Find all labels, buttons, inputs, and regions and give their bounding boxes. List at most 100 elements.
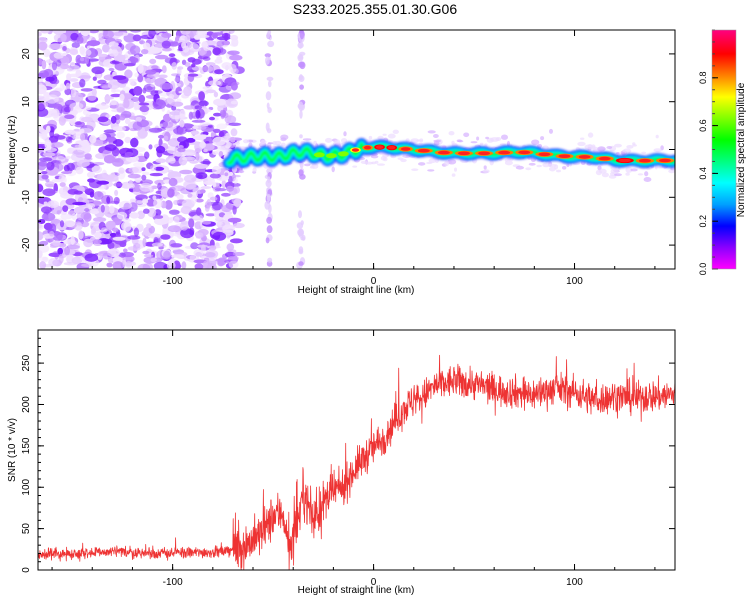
x-tick-label: 0: [371, 577, 377, 588]
haze-blob: [670, 166, 675, 171]
colorbar-gradient: [712, 30, 736, 269]
noise-blob: [198, 91, 206, 101]
ridge-peak-core: [538, 152, 551, 157]
noise-blob: [152, 99, 166, 110]
streak-blob: [267, 30, 272, 35]
noise-blob: [189, 255, 196, 261]
noise-blob: [86, 119, 96, 130]
noise-blob: [76, 159, 90, 168]
colorbar-tick-label: 0.0: [698, 263, 708, 276]
haze-blob: [444, 160, 450, 167]
ridge-peak: [313, 152, 325, 158]
noise-blob: [112, 71, 117, 77]
noise-blob: [233, 186, 240, 194]
noise-blob: [232, 205, 237, 215]
noise-blob: [154, 166, 165, 171]
haze-blob: [377, 135, 384, 141]
streak-blob: [298, 169, 304, 177]
haze-blob: [405, 138, 410, 144]
noise-blob: [155, 54, 169, 60]
noise-blob: [194, 105, 203, 110]
noise-blob: [195, 151, 200, 161]
colorbar-tick-label: 0.2: [698, 215, 708, 228]
noise-blob: [168, 53, 176, 58]
noise-blob: [224, 132, 231, 142]
noise-blob: [123, 33, 137, 43]
streak-blob: [298, 231, 303, 236]
haze-blob: [302, 138, 312, 141]
noise-blob: [229, 136, 236, 143]
noise-blob: [177, 126, 184, 135]
haze-blob: [232, 174, 241, 178]
noise-blob: [66, 68, 73, 72]
noise-blob: [202, 220, 212, 225]
noise-blob: [68, 73, 81, 78]
noise-blob: [56, 160, 62, 165]
noise-blob: [164, 57, 177, 64]
noise-blob: [104, 96, 114, 100]
noise-blob: [58, 253, 64, 264]
noise-blob: [153, 198, 163, 209]
haze-blob: [580, 137, 585, 140]
noise-blob: [38, 41, 48, 51]
snr-axes: -100 0 100 0 50 100 150 200 250: [21, 329, 675, 588]
noise-blob: [137, 210, 145, 220]
noise-blob: [179, 221, 189, 231]
noise-blob: [38, 57, 43, 66]
haze-blob: [259, 142, 265, 147]
noise-blob: [88, 30, 99, 34]
noise-blob: [142, 237, 147, 248]
streak-blob: [298, 101, 304, 112]
noise-blob: [116, 107, 125, 113]
noise-blob: [196, 30, 208, 38]
noise-blob: [93, 191, 104, 200]
haze-blob: [447, 159, 457, 165]
y-tick-label: 10: [21, 96, 32, 108]
haze-blob: [625, 166, 633, 173]
noise-blob: [142, 171, 150, 176]
haze-blob: [234, 141, 240, 146]
noise-blob: [177, 136, 188, 143]
noise-blob: [90, 208, 100, 215]
noise-blob: [162, 47, 172, 52]
noise-blob: [85, 54, 90, 65]
noise-blob: [194, 163, 209, 169]
haze-blob: [499, 143, 506, 146]
noise-blob: [105, 220, 116, 231]
snr-frame: [37, 329, 676, 571]
haze-blob: [597, 146, 606, 152]
noise-blob: [139, 105, 150, 113]
noise-blob: [113, 31, 124, 36]
haze-blob: [587, 132, 594, 138]
noise-blob: [110, 172, 115, 177]
noise-blob: [110, 115, 117, 124]
noise-blob: [42, 152, 56, 157]
noise-blob: [163, 135, 169, 141]
haze-blob: [531, 139, 540, 145]
noise-blob: [187, 193, 193, 198]
noise-blob: [91, 66, 105, 75]
noise-blob: [118, 167, 125, 174]
noise-blob: [228, 63, 237, 74]
haze-blob: [400, 158, 407, 163]
noise-blob: [216, 123, 227, 130]
noise-blob: [114, 38, 122, 44]
noise-blob: [121, 125, 130, 131]
y-tick-label: -20: [21, 237, 32, 252]
noise-blob: [232, 222, 245, 229]
noise-blob: [151, 242, 163, 247]
noise-blob: [199, 142, 206, 149]
noise-blob: [69, 118, 77, 126]
noise-blob: [109, 45, 121, 50]
noise-blob: [129, 198, 136, 204]
haze-blob: [591, 144, 596, 150]
noise-blob: [47, 200, 60, 208]
noise-blob: [150, 257, 157, 263]
noise-blob: [183, 180, 196, 190]
noise-blob: [183, 86, 192, 97]
noise-blob: [133, 227, 139, 237]
noise-blob: [228, 171, 234, 176]
haze-blob: [495, 137, 502, 141]
noise-blob: [212, 201, 223, 211]
noise-blob: [171, 73, 181, 77]
